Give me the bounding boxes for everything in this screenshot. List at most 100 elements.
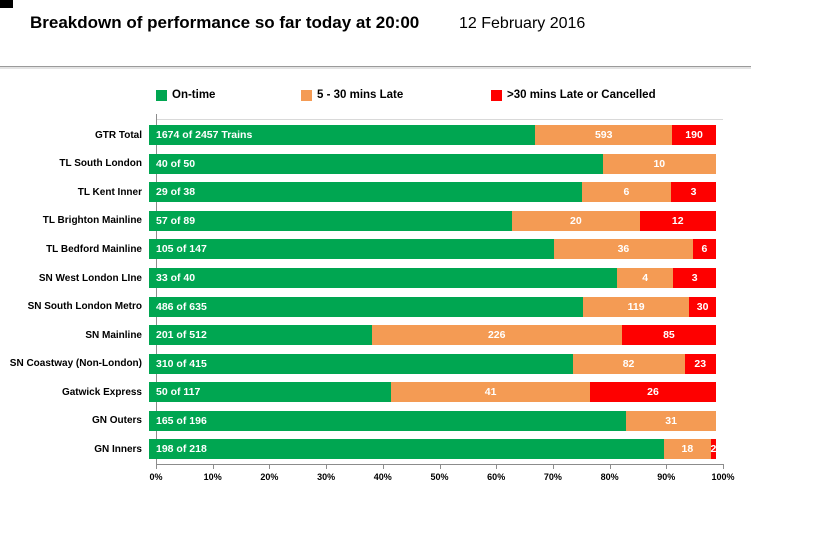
category-label: SN West London LIne bbox=[38, 272, 142, 284]
segment-late: 226 bbox=[371, 325, 622, 346]
legend-label: On-time bbox=[172, 89, 216, 101]
segment-value: 31 bbox=[665, 414, 677, 427]
category-label: GN Outers bbox=[91, 415, 142, 427]
segment-value: 201 of 512 bbox=[156, 329, 207, 342]
segment-value: 486 of 635 bbox=[156, 300, 207, 313]
axis-tick bbox=[723, 464, 724, 469]
chart-row: TL Bedford Mainline 105 of 147 36 6 bbox=[0, 235, 723, 264]
segment-value: 29 of 38 bbox=[156, 186, 196, 199]
chart-row: TL Brighton Mainline 57 of 89 20 12 bbox=[0, 207, 723, 236]
segment-value: 26 bbox=[647, 386, 659, 399]
legend-label: >30 mins Late or Cancelled bbox=[507, 89, 656, 101]
segment-late: 36 bbox=[554, 239, 693, 260]
bar-track: 29 of 38 6 3 bbox=[149, 182, 716, 203]
segment-ontime: 165 of 196 bbox=[149, 410, 627, 431]
segment-ontime: 57 of 89 bbox=[149, 210, 513, 231]
category-label: Gatwick Express bbox=[61, 386, 142, 398]
segment-ontime: 29 of 38 bbox=[149, 182, 582, 203]
segment-cancelled: 30 bbox=[689, 296, 716, 317]
segment-value: 198 of 218 bbox=[156, 443, 207, 456]
segment-value: 3 bbox=[691, 272, 698, 284]
bar-track: 1674 of 2457 Trains 593 190 bbox=[149, 125, 716, 146]
segment-value: 20 bbox=[569, 214, 582, 227]
axis-tick bbox=[156, 464, 157, 469]
segment-ontime: 40 of 50 bbox=[149, 153, 603, 174]
legend-swatch-icon bbox=[491, 89, 502, 101]
axis-tick bbox=[212, 464, 214, 469]
category-label: SN Mainline bbox=[85, 329, 142, 341]
axis-tick-label: 10% bbox=[203, 472, 222, 482]
bar-track: 50 of 117 41 26 bbox=[149, 382, 716, 403]
segment-ontime: 310 of 415 bbox=[149, 353, 573, 374]
segment-cancelled: 190 bbox=[672, 125, 716, 146]
category-label: TL South London bbox=[59, 158, 142, 170]
chart-row: GTR Total 1674 of 2457 Trains 593 190 bbox=[0, 121, 723, 150]
report-date: 12 February 2016 bbox=[459, 15, 586, 32]
category-label: SN South London Metro bbox=[27, 301, 142, 313]
bar-track: 198 of 218 18 2 bbox=[149, 439, 717, 460]
segment-value: 23 bbox=[694, 357, 707, 370]
segment-late: 18 bbox=[663, 439, 711, 460]
title-divider bbox=[0, 66, 751, 69]
axis-tick-label: 60% bbox=[487, 472, 506, 482]
segment-late: 10 bbox=[602, 153, 716, 174]
category-label: SN Coastway (Non-London) bbox=[9, 358, 142, 370]
segment-cancelled: 26 bbox=[589, 382, 716, 403]
segment-ontime: 105 of 147 bbox=[149, 239, 554, 260]
segment-ontime: 486 of 635 bbox=[149, 296, 583, 317]
segment-cancelled: 2 bbox=[710, 439, 717, 460]
axis-tick bbox=[552, 464, 554, 469]
segment-late: 82 bbox=[572, 353, 685, 374]
bar-track: 105 of 147 36 6 bbox=[149, 239, 716, 260]
segment-value: 36 bbox=[617, 243, 630, 256]
bar-track: 486 of 635 119 30 bbox=[149, 296, 716, 317]
bar-track: 201 of 512 226 85 bbox=[149, 325, 716, 346]
axis-tick-label: 40% bbox=[373, 472, 392, 482]
chart-row: GN Inners 198 of 218 18 2 bbox=[0, 435, 723, 464]
chart-row: GN Outers 165 of 196 31 bbox=[0, 406, 723, 435]
segment-value: 4 bbox=[642, 272, 649, 284]
segment-ontime: 33 of 40 bbox=[149, 268, 617, 288]
segment-value: 190 bbox=[685, 129, 703, 142]
segment-late: 119 bbox=[582, 296, 690, 317]
axis-tick-label: 0% bbox=[149, 472, 163, 482]
performance-chart: GTR Total 1674 of 2457 Trains 593 190 TL Sou… bbox=[0, 121, 723, 464]
legend-item: 5 - 30 mins Late bbox=[301, 89, 403, 101]
bar-track: 40 of 50 10 bbox=[149, 153, 716, 174]
chart-row: SN West London LIne 33 of 40 4 3 bbox=[0, 264, 723, 293]
segment-ontime: 198 of 218 bbox=[149, 439, 664, 460]
chart-row: SN South London Metro 486 of 635 119 30 bbox=[0, 292, 723, 321]
axis-tick-label: 90% bbox=[657, 472, 676, 482]
segment-value: 30 bbox=[696, 300, 709, 313]
axis-tick-label: 50% bbox=[430, 472, 449, 482]
segment-ontime: 201 of 512 bbox=[149, 325, 372, 346]
segment-late: 20 bbox=[512, 210, 640, 231]
axis-tick bbox=[609, 464, 611, 469]
segment-value: 2 bbox=[710, 443, 717, 456]
axis-tick-label: 100% bbox=[711, 472, 735, 482]
segment-value: 593 bbox=[594, 129, 613, 142]
plot-top-border bbox=[156, 119, 723, 120]
segment-value: 119 bbox=[627, 300, 645, 313]
category-label: TL Brighton Mainline bbox=[42, 215, 142, 227]
segment-late: 31 bbox=[626, 410, 716, 431]
segment-value: 165 of 196 bbox=[156, 414, 207, 427]
segment-cancelled: 85 bbox=[621, 325, 716, 346]
chart-row: TL Kent Inner 29 of 38 6 3 bbox=[0, 178, 723, 207]
axis-tick bbox=[496, 464, 498, 469]
legend-item: On-time bbox=[156, 89, 215, 101]
axis-tick bbox=[439, 464, 441, 469]
axis-tick bbox=[269, 464, 271, 469]
chart-row: TL South London 40 of 50 10 bbox=[0, 150, 723, 179]
segment-value: 3 bbox=[690, 186, 697, 199]
segment-value: 85 bbox=[663, 329, 675, 342]
chart-row: SN Mainline 201 of 512 226 85 bbox=[0, 321, 723, 350]
legend-swatch-icon bbox=[156, 89, 167, 101]
segment-ontime: 50 of 117 bbox=[149, 382, 392, 403]
segment-cancelled: 6 bbox=[692, 239, 716, 260]
chart-legend: On-time 5 - 30 mins Late >30 mins Late or … bbox=[156, 89, 723, 105]
segment-cancelled: 3 bbox=[673, 268, 716, 288]
segment-late: 4 bbox=[616, 268, 674, 288]
segment-value: 41 bbox=[484, 386, 497, 399]
segment-cancelled: 23 bbox=[684, 353, 716, 374]
